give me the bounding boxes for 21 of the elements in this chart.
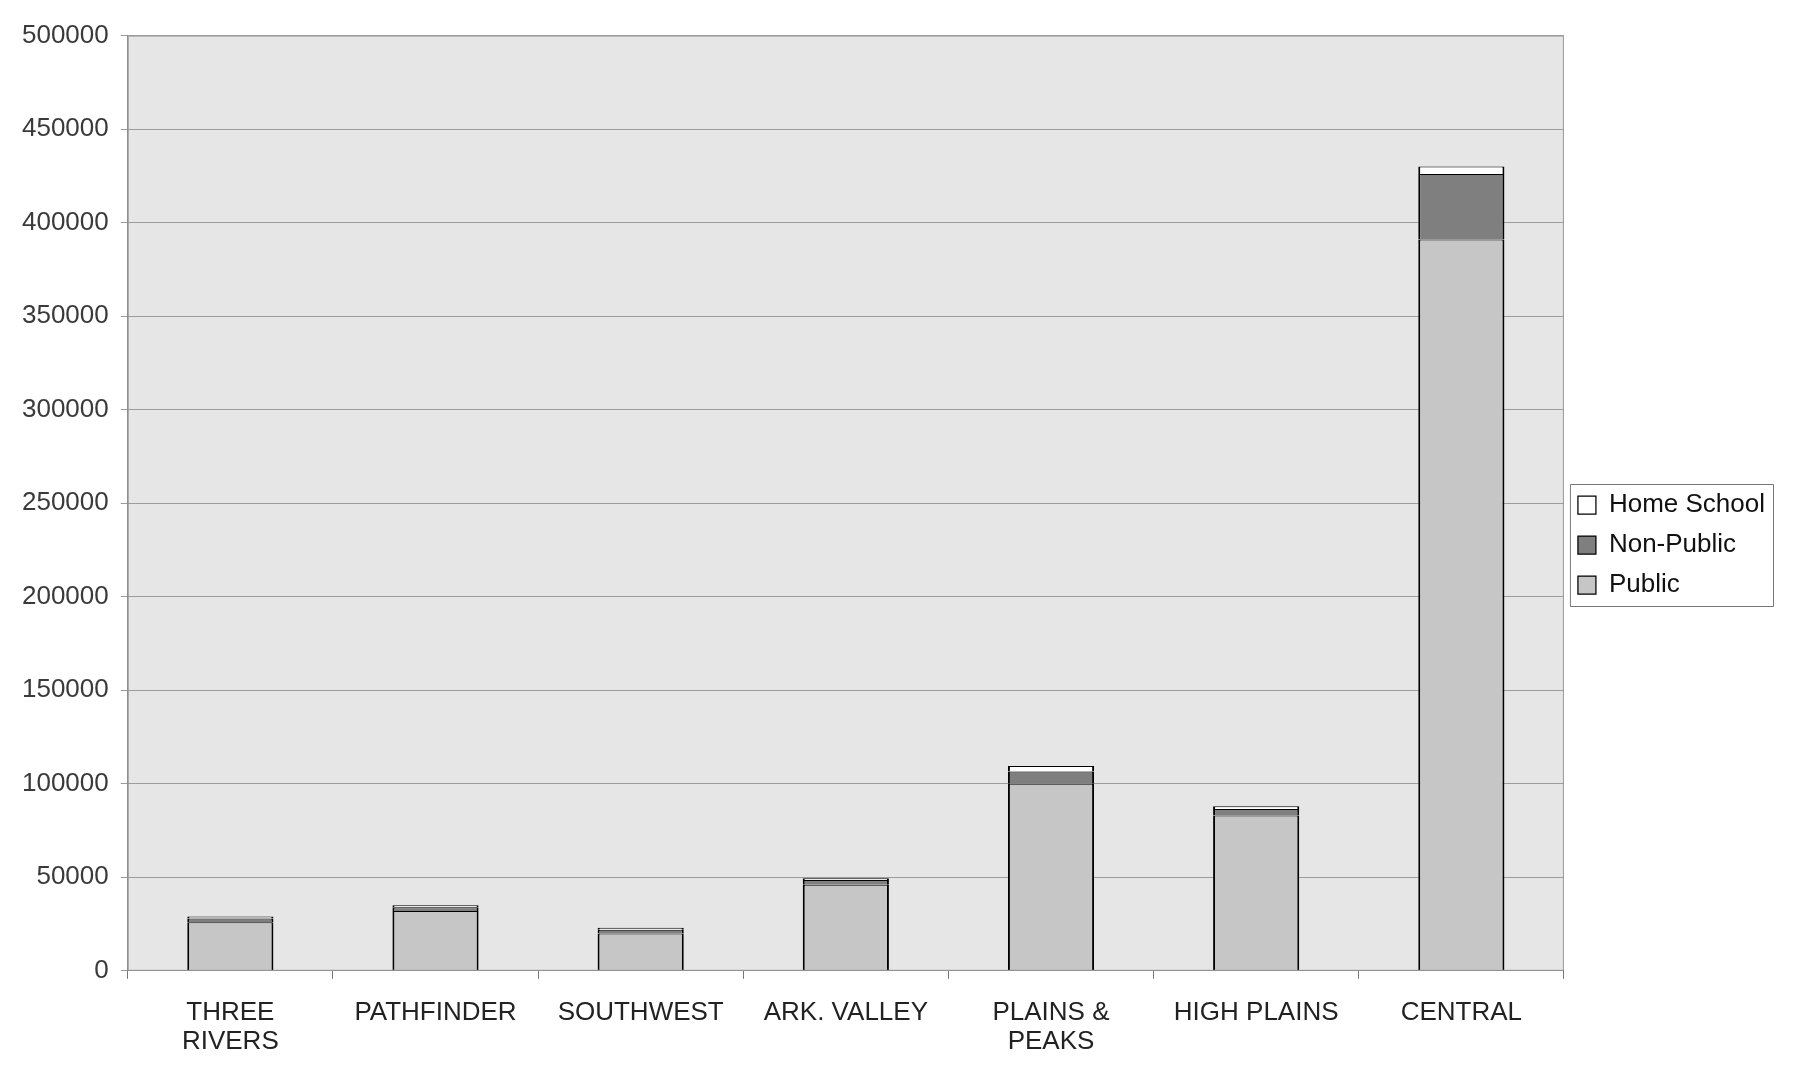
- y-tick-label: 300000: [21, 392, 109, 423]
- y-tick-label: 200000: [21, 579, 109, 610]
- legend-label: Public: [1608, 568, 1680, 599]
- x-tick-label: HIGH PLAINS: [1173, 996, 1339, 1027]
- y-tick-label: 100000: [21, 766, 109, 797]
- x-tick-label: THREE RIVERS: [181, 996, 279, 1055]
- x-tick-label: PATHFINDER: [354, 996, 517, 1027]
- x-tick-label: SOUTHWEST: [557, 996, 724, 1027]
- y-tick-label: 400000: [21, 205, 109, 236]
- y-tick-label: 150000: [21, 673, 109, 704]
- y-tick-label: 0: [94, 953, 109, 984]
- y-tick-label: 350000: [21, 299, 109, 330]
- x-tick-label: ARK. VALLEY: [763, 996, 928, 1027]
- y-tick-label: 250000: [21, 486, 109, 517]
- y-tick-label: 500000: [21, 18, 109, 49]
- legend-label: Home School: [1608, 488, 1765, 519]
- y-tick-label: 50000: [36, 860, 109, 891]
- y-tick-label: 450000: [21, 112, 109, 143]
- x-tick-label: PLAINS & PEAKS: [992, 996, 1110, 1055]
- legend-label: Non-Public: [1608, 528, 1737, 559]
- x-tick-label: CENTRAL: [1400, 996, 1523, 1027]
